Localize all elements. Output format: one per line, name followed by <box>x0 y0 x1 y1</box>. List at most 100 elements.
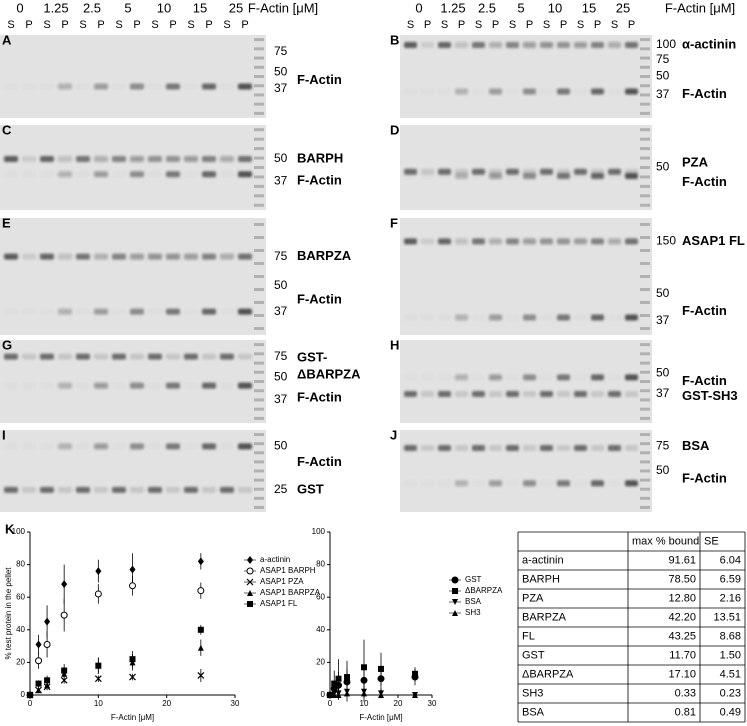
marker-label: 50 <box>656 365 670 379</box>
ladder-band <box>254 47 264 51</box>
band <box>506 480 519 486</box>
band <box>540 41 553 48</box>
table-cell: SH3 <box>522 687 543 699</box>
band <box>22 171 36 177</box>
gel-panel <box>0 35 266 118</box>
band <box>202 382 216 389</box>
band <box>540 88 553 94</box>
band <box>166 308 180 315</box>
band <box>184 353 198 360</box>
marker-label: 50 <box>274 370 288 384</box>
band <box>625 41 638 48</box>
table-cell: 78.50 <box>668 573 696 585</box>
point <box>197 644 204 651</box>
ladder-band <box>640 361 650 365</box>
point <box>35 640 42 649</box>
band <box>238 353 252 360</box>
band <box>523 390 536 397</box>
band <box>540 314 553 320</box>
band <box>22 443 36 449</box>
panel-letter: G <box>2 337 12 352</box>
band <box>506 314 519 320</box>
band <box>238 156 252 162</box>
band <box>184 486 198 493</box>
protein-label: F-Actin <box>682 174 727 189</box>
unit-label: F-Actin [μM] <box>665 0 735 15</box>
band <box>166 443 180 450</box>
y-tick-label: 60 <box>16 592 25 601</box>
band <box>40 83 54 89</box>
ladder-band <box>254 469 264 473</box>
band <box>506 445 519 452</box>
band <box>421 238 434 245</box>
band <box>40 156 54 162</box>
ladder-band <box>640 93 650 97</box>
concentration-label: 10 <box>548 0 562 15</box>
band <box>184 83 198 89</box>
concentration-label: 10 <box>157 0 171 15</box>
ladder-band <box>640 478 650 482</box>
band <box>184 253 198 260</box>
point <box>197 557 204 566</box>
gel <box>400 340 652 423</box>
band <box>557 314 570 321</box>
concentration-label: 2.5 <box>478 0 496 15</box>
ladder-band <box>254 93 264 97</box>
x-axis-label: F-Actin [μM] <box>111 713 154 722</box>
band <box>421 480 434 486</box>
band <box>574 390 587 397</box>
band <box>238 382 252 389</box>
lane-label: S <box>79 19 86 31</box>
band <box>455 41 468 48</box>
band <box>591 41 604 48</box>
band <box>438 445 451 452</box>
band <box>574 374 587 380</box>
band <box>166 486 180 493</box>
marker-label: 50 <box>274 151 288 165</box>
unit-label: F-Actin [μM] <box>248 0 318 15</box>
lane-label: S <box>115 19 122 31</box>
point <box>129 656 136 663</box>
ladder-band <box>640 301 650 304</box>
band <box>523 480 536 487</box>
concentration-label: 15 <box>193 0 207 15</box>
ladder-band <box>640 38 650 42</box>
band <box>472 168 485 175</box>
concentration-label: 5 <box>517 0 524 15</box>
band <box>112 171 126 177</box>
band <box>112 383 126 389</box>
lane-label: S <box>509 19 516 31</box>
band <box>40 443 54 449</box>
band <box>421 390 434 397</box>
ladder-band <box>254 301 264 304</box>
band <box>130 382 144 389</box>
y-tick-label: 0 <box>321 690 326 699</box>
legend-label: ΔBARPZA <box>465 586 503 595</box>
band <box>58 83 72 90</box>
band <box>404 374 417 380</box>
lane-label: S <box>7 19 14 31</box>
band <box>76 83 90 89</box>
band <box>608 88 621 94</box>
lane-label: S <box>151 19 158 31</box>
band <box>238 171 252 178</box>
ladder-band <box>254 314 264 317</box>
band <box>540 173 553 179</box>
ladder-band <box>254 433 264 437</box>
ladder-band <box>254 84 264 88</box>
ladder-band <box>640 398 650 402</box>
point <box>61 580 68 589</box>
ladder-band <box>640 102 650 106</box>
band <box>148 486 162 493</box>
band <box>220 171 234 177</box>
ladder-band <box>640 262 650 265</box>
panel-letter: F <box>390 215 398 230</box>
point <box>378 665 384 672</box>
band <box>184 156 198 162</box>
point <box>35 687 42 694</box>
point <box>129 673 136 681</box>
protein-label: BARPZA <box>297 248 352 263</box>
ladder-band <box>254 407 264 411</box>
x-tick-label: 0 <box>28 699 33 708</box>
panel-letter: I <box>2 427 6 442</box>
